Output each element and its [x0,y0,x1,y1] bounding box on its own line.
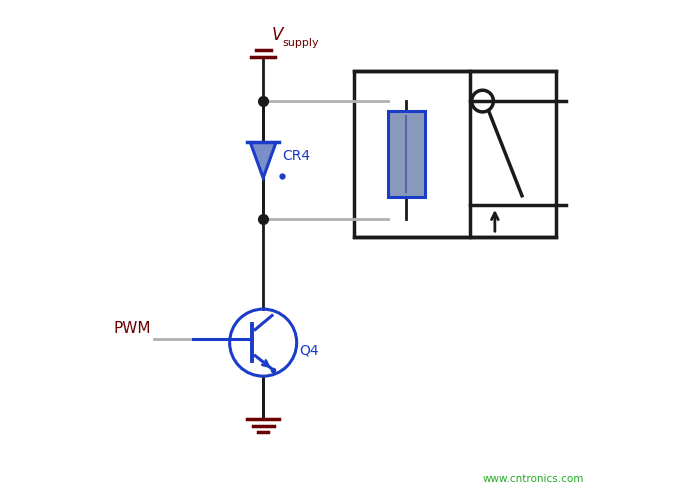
Text: Q4: Q4 [299,343,319,357]
Polygon shape [250,142,276,178]
Text: V: V [272,26,283,44]
Text: PWM: PWM [114,321,152,336]
Bar [354,71,557,237]
Text: www.cntronics.com: www.cntronics.com [482,474,584,484]
Bar [388,111,424,197]
Text: supply: supply [283,38,320,48]
Text: CR4: CR4 [282,149,310,163]
